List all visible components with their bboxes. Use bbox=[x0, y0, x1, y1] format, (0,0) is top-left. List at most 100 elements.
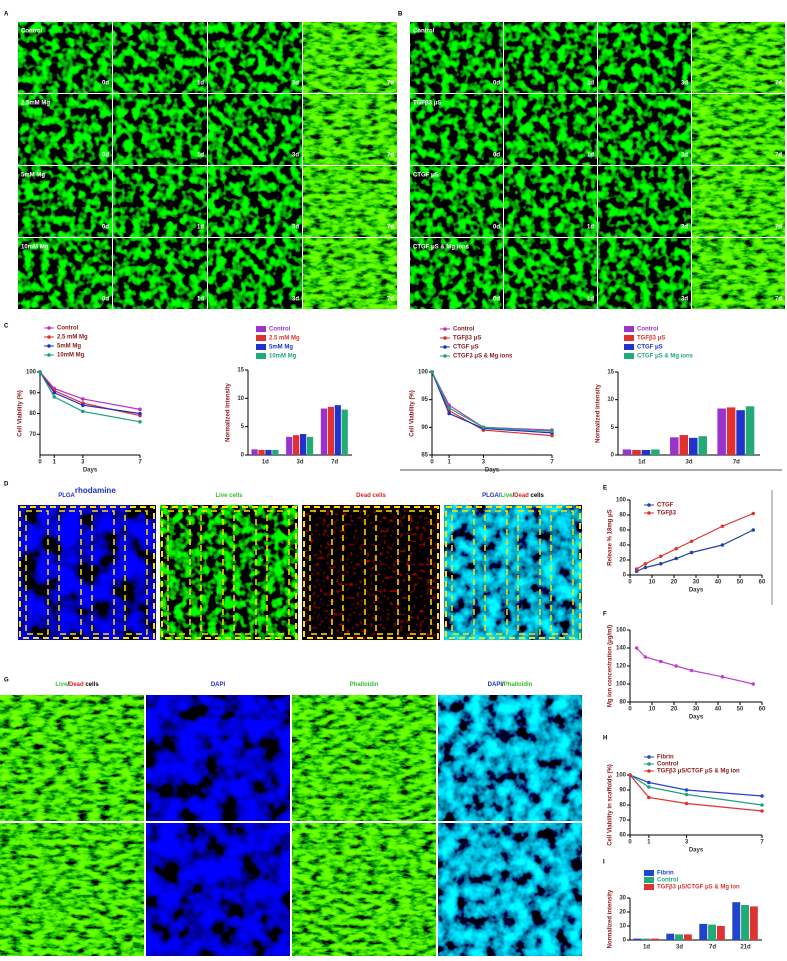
x-tick-label: 0 bbox=[628, 707, 632, 713]
y-tick-label: 20 bbox=[619, 558, 626, 564]
legend-marker bbox=[647, 511, 651, 515]
legend-label: TGFβ3 bbox=[657, 511, 677, 517]
micrograph-texture bbox=[303, 238, 397, 309]
y-tick-label: 100 bbox=[26, 370, 37, 376]
row-label: 2.5mM Mg bbox=[21, 101, 50, 107]
strut-outline bbox=[342, 510, 366, 635]
bar bbox=[698, 436, 707, 455]
data-point bbox=[689, 668, 694, 673]
bar bbox=[726, 407, 736, 455]
title-part: Dead bbox=[514, 493, 529, 499]
day-label: 1d bbox=[197, 81, 204, 87]
day-label: 7d bbox=[387, 81, 394, 87]
day-label: 0d bbox=[493, 81, 500, 87]
y-tick-label: 140 bbox=[616, 646, 627, 652]
x-tick-label: 20 bbox=[671, 707, 678, 713]
bar bbox=[258, 449, 265, 455]
x-tick-label: 0 bbox=[430, 460, 434, 466]
data-point bbox=[684, 788, 689, 792]
y-tick-label: 5 bbox=[241, 424, 245, 430]
micrograph-texture bbox=[18, 238, 112, 309]
legend-swatch bbox=[256, 353, 266, 359]
micrograph-texture bbox=[438, 823, 582, 956]
legend-label: Control bbox=[657, 762, 679, 768]
y-tick-label: 5 bbox=[611, 425, 615, 431]
bar bbox=[632, 450, 641, 455]
y-tick-label: 10 bbox=[607, 397, 614, 403]
strut-outline bbox=[309, 510, 333, 635]
day-label: 7d bbox=[775, 297, 782, 303]
strut-outline bbox=[233, 510, 257, 635]
y-axis-label: Normalized Intensity bbox=[226, 383, 232, 442]
panel-label: I bbox=[603, 860, 605, 866]
y-tick-label: 15 bbox=[237, 368, 244, 374]
x-tick-label: 50 bbox=[737, 707, 744, 713]
title-part: / bbox=[513, 493, 515, 499]
legend-label: 2.5 mM Mg bbox=[57, 335, 88, 341]
day-label: 3d bbox=[681, 297, 688, 303]
y-tick-label: 90 bbox=[421, 425, 428, 431]
x-tick-label: 50 bbox=[737, 580, 744, 586]
micrograph-texture bbox=[598, 94, 691, 165]
y-tick-label: 0 bbox=[623, 938, 627, 944]
legend-label: CTGF μS & Mg ions bbox=[637, 354, 694, 360]
bar bbox=[286, 436, 293, 455]
x-tick-label: 3d bbox=[685, 460, 692, 466]
x-tick-label: 3d bbox=[296, 460, 303, 466]
y-tick-label: 80 bbox=[619, 513, 626, 519]
day-label: 1d bbox=[197, 153, 204, 159]
data-point bbox=[647, 795, 651, 800]
bar bbox=[716, 926, 725, 940]
strut-outline bbox=[517, 510, 541, 635]
data-point bbox=[674, 546, 678, 551]
micrograph-texture bbox=[0, 823, 144, 956]
bar bbox=[633, 938, 642, 940]
bar bbox=[732, 902, 741, 940]
y-tick-label: 160 bbox=[616, 628, 627, 634]
y-tick-label: 70 bbox=[619, 818, 626, 824]
scaffold-outline bbox=[445, 506, 581, 639]
x-tick-label: 3d bbox=[676, 945, 683, 951]
data-point bbox=[647, 785, 651, 789]
y-tick-label: 15 bbox=[607, 370, 614, 376]
micrograph-texture bbox=[410, 22, 503, 93]
data-point bbox=[751, 511, 755, 516]
x-tick-label: 3 bbox=[482, 460, 486, 466]
x-tick-label: 0 bbox=[628, 580, 632, 586]
row-label: 10mM Mg bbox=[21, 245, 49, 251]
series-line bbox=[431, 371, 553, 431]
legend-label: 5mM Mg bbox=[269, 345, 293, 351]
y-tick-label: 60 bbox=[619, 528, 626, 534]
legend-swatch bbox=[256, 326, 266, 332]
title-part: DAPI bbox=[488, 682, 503, 688]
micrograph-texture bbox=[438, 695, 582, 821]
y-axis-label: Normalized intensity bbox=[596, 384, 602, 443]
series-line bbox=[39, 371, 141, 410]
image-title: PLGA/Live/Dead cells bbox=[482, 493, 544, 499]
bar bbox=[708, 924, 717, 940]
x-tick-label: 3 bbox=[685, 840, 689, 846]
x-tick-label: 1 bbox=[53, 460, 57, 466]
data-point bbox=[643, 561, 648, 566]
data-point bbox=[550, 429, 554, 434]
series-line bbox=[636, 529, 754, 572]
data-point bbox=[720, 675, 725, 679]
bar bbox=[300, 434, 307, 455]
day-label: 7d bbox=[387, 225, 394, 231]
data-point bbox=[659, 561, 663, 566]
micrograph-texture bbox=[410, 94, 503, 165]
data-point bbox=[430, 370, 434, 374]
title-part: Live bbox=[500, 493, 513, 499]
data-point bbox=[760, 794, 764, 798]
title-part: / bbox=[502, 682, 504, 688]
micrograph-texture bbox=[598, 238, 691, 309]
day-label: 7d bbox=[775, 81, 782, 87]
y-axis-label: Cell Viability in scaffolds (%) bbox=[608, 764, 614, 846]
title-part: PLGA/ bbox=[482, 493, 501, 499]
x-tick-label: 7d bbox=[331, 460, 338, 466]
x-tick-label: 10 bbox=[649, 707, 656, 713]
x-tick-label: 10 bbox=[649, 580, 656, 586]
title-part: Phalloidin bbox=[350, 682, 379, 688]
y-tick-label: 120 bbox=[616, 664, 627, 670]
series-line bbox=[431, 371, 553, 432]
